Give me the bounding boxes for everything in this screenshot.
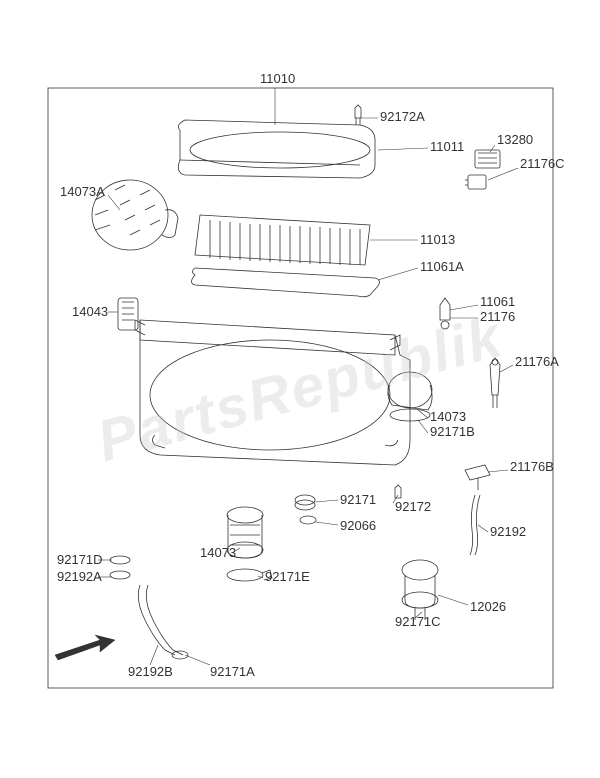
label-92171B: 92171B <box>430 424 475 439</box>
label-13280: 13280 <box>497 132 533 147</box>
label-11061A: 11061A <box>420 259 464 274</box>
label-92066: 92066 <box>340 518 376 533</box>
label-92171A: 92171A <box>210 664 255 679</box>
label-21176C: 21176C <box>520 156 565 171</box>
label-14043: 14043 <box>72 304 108 319</box>
parts-diagram: 11010 92172A 11011 13280 21176C 14073A 1… <box>0 0 600 778</box>
label-92171E: 92171E <box>265 569 310 584</box>
label-11011: 11011 <box>430 139 464 154</box>
label-92192A: 92192A <box>57 569 102 584</box>
label-92172A: 92172A <box>380 109 425 124</box>
label-14073A: 14073A <box>60 184 105 199</box>
diagram-svg <box>0 0 600 778</box>
label-92172: 92172 <box>395 499 431 514</box>
label-92171D: 92171D <box>57 552 103 567</box>
label-14073-b: 14073 <box>200 545 236 560</box>
label-92171: 92171 <box>340 492 376 507</box>
label-92192B: 92192B <box>128 664 173 679</box>
direction-arrow <box>55 635 115 660</box>
label-21176: 21176 <box>480 309 515 324</box>
label-12026: 12026 <box>470 599 506 614</box>
label-21176A: 21176A <box>515 354 559 369</box>
label-92192: 92192 <box>490 524 526 539</box>
label-92171C: 92171C <box>395 614 441 629</box>
label-21176B: 21176B <box>510 459 554 474</box>
label-14073-r: 14073 <box>430 409 466 424</box>
label-11010: 11010 <box>260 71 295 86</box>
label-11061: 11061 <box>480 294 515 309</box>
label-11013: 11013 <box>420 232 455 247</box>
